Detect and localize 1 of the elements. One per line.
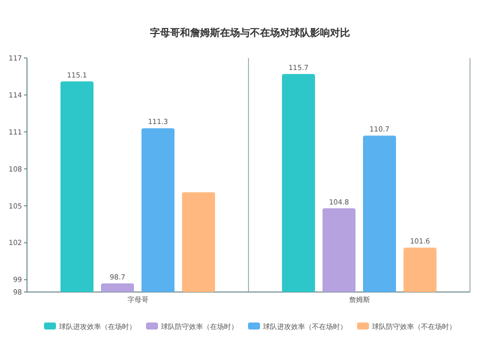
chart-title: 字母哥和詹姆斯在场与不在场对球队影响对比	[150, 27, 350, 39]
